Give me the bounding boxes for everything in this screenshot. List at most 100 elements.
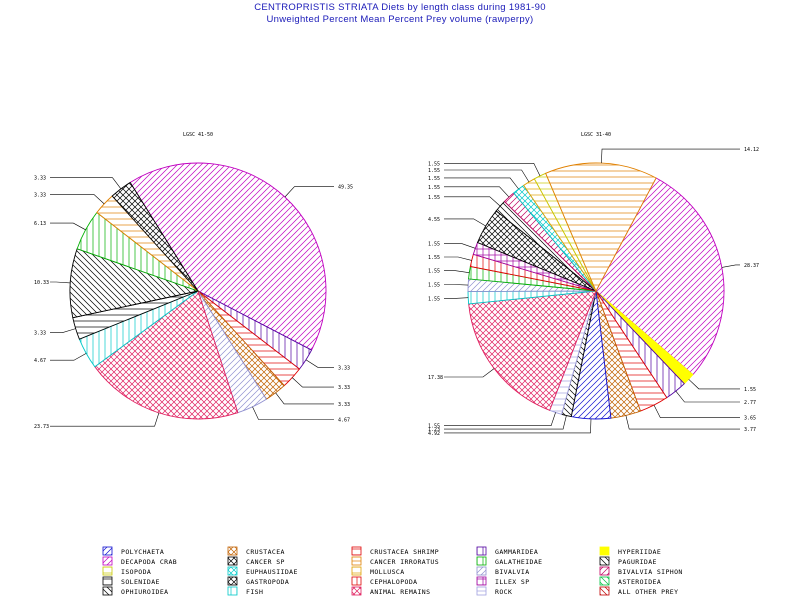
legend-label: CRUSTACEA SHRIMP [370,548,439,556]
pie-slice [111,181,199,292]
leader-line [444,243,476,249]
legend-swatch [102,546,113,556]
leader-line [444,196,501,207]
legend-swatch [476,566,487,576]
leader-line [305,359,334,368]
slice-value-label: 2.77 [744,400,756,406]
legend-swatch [102,556,113,566]
legend-swatch [351,556,362,566]
leader-line [444,177,519,190]
legend-label: ROCK [495,588,512,596]
slice-value-label: 3.33 [34,176,46,182]
legend-label: FISH [246,588,263,596]
leader-line [291,377,334,388]
legend-label: ALL OTHER PREY [618,588,678,596]
slice-value-label: 1.55 [428,424,440,430]
legend-label: CANCER SP [246,558,285,566]
slice-value-label: 4.55 [428,217,440,223]
pie-title: LGSC 41-50 [183,132,213,138]
legend-swatch [599,556,610,566]
legend-swatch [476,586,487,596]
slice-value-label: 10.33 [34,280,49,286]
pie-slice [468,290,597,411]
leader-line [444,418,592,434]
slice-value-label: 3.33 [338,365,350,371]
slice-value-label: 49.35 [338,185,353,191]
legend-swatch [102,586,113,596]
leader-line [675,390,740,403]
leader-line [50,281,71,284]
legend-label: GASTROPODA [246,578,289,586]
leader-line [444,218,486,227]
slice-value-label: 3.33 [338,385,350,391]
leader-line [50,412,160,427]
pie-slice [595,177,725,376]
legend-swatch [476,546,487,556]
legend-label: POLYCHAETA [121,548,164,556]
legend-label: CEPHALOPODA [370,578,417,586]
leader-line [444,415,567,430]
slice-value-label: 17.38 [428,375,443,381]
legend-label: OPHIUROIDEA [121,588,168,596]
leader-line [444,297,469,299]
legend-label: CANCER IRRORATUS [370,558,439,566]
pie-slice [94,290,239,420]
legend-label: DECAPODA CRAB [121,558,177,566]
legend-swatch [476,576,487,586]
legend-swatch [227,556,238,566]
leader-line [625,415,740,430]
legend-label: ISOPODA [121,568,151,576]
leader-line [444,368,495,378]
slice-value-label: 28.37 [744,263,759,269]
slice-value-label: 1.55 [428,195,440,201]
slice-value-label: 23.73 [34,424,49,430]
leader-line [50,222,86,231]
pie-chart-right: LGSC 31-4028.371.552.773.653.774.921.231… [428,132,759,437]
legend-label: ILLEX SP [495,578,530,586]
leader-line [444,412,556,427]
slice-value-label: 1.55 [428,185,440,191]
legend: POLYCHAETA DECAPODA CRAB ISOPODA SOLENIDAE O… [102,546,683,596]
legend-label: ASTEROIDEA [618,578,661,586]
pie-slice [129,162,327,351]
pie-title: LGSC 31-40 [581,132,611,138]
legend-swatch [599,576,610,586]
leader-line [444,256,472,261]
legend-label: GAMMARIDEA [495,548,538,556]
legend-swatch [476,556,487,566]
legend-label: BIVALVIA SIPHON [618,568,683,576]
legend-swatch [351,586,362,596]
legend-label: CRUSTACEA [246,548,285,556]
leader-line [284,186,334,198]
slice-value-label: 1.55 [428,283,440,289]
legend-swatch [599,546,610,556]
slice-value-label: 1.23 [428,427,440,433]
leader-line [721,264,740,268]
legend-label: HYPERIIDAE [618,548,661,556]
leader-line [688,379,740,390]
slice-value-label: 3.33 [34,192,46,198]
leader-line [444,270,470,273]
leader-line [444,186,510,198]
slice-value-label: 1.55 [428,176,440,182]
leader-line [275,392,334,405]
legend-label: GALATHEIDAE [495,558,542,566]
legend-swatch [351,566,362,576]
slice-value-label: 1.55 [428,161,440,167]
legend-swatch [227,576,238,586]
legend-swatch [599,566,610,576]
legend-swatch [102,566,113,576]
legend-label: SOLENIDAE [121,578,160,586]
slice-value-label: 6.13 [34,221,46,227]
slice-value-label: 1.55 [428,296,440,302]
pie-chart-left: LGSC 41-50 49.35 3.33 3.33 3.33 4.67 23.73 4.67… [34,132,353,430]
legend-swatch [351,546,362,556]
leader-line [444,169,530,183]
legend-swatch [227,566,238,576]
legend-label: ANIMAL REMAINS [370,588,430,596]
pie-slice [545,162,657,293]
legend-swatch [351,576,362,586]
legend-swatch [599,586,610,596]
legend-swatch [227,546,238,556]
legend-swatch [102,576,113,586]
